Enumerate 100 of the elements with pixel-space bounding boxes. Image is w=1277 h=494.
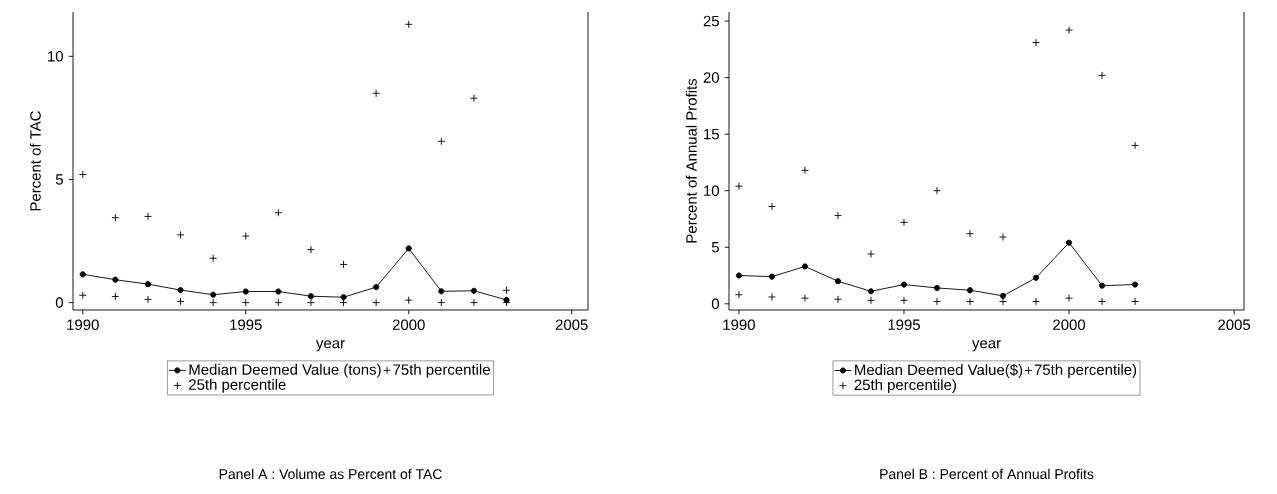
y-axis-title: Percent of Annual Profits: [685, 78, 697, 243]
point: [373, 284, 380, 291]
y-axis-title: Percent of TAC: [29, 111, 41, 211]
point: [1032, 274, 1040, 281]
point: [438, 288, 445, 295]
point: [404, 296, 413, 305]
point: [469, 94, 478, 103]
point: [933, 284, 941, 291]
legend-label: Median Deemed Value($): [855, 363, 1023, 378]
x-tick-label: 1990: [67, 319, 99, 331]
point: [405, 245, 412, 252]
point: [111, 213, 120, 222]
point: [144, 281, 152, 288]
point: [274, 298, 283, 307]
point: [469, 298, 478, 307]
point: [734, 182, 743, 191]
point: [933, 297, 941, 306]
point: [176, 230, 185, 239]
point: [372, 89, 381, 98]
point: [767, 202, 776, 211]
x-tick-label: 1995: [888, 319, 920, 331]
point: [307, 298, 315, 307]
point: [1032, 297, 1040, 306]
x-tick-label: 1995: [230, 319, 262, 331]
point: [1098, 297, 1107, 306]
y-tick-label: 5: [711, 242, 719, 253]
point: [275, 288, 282, 295]
text: Panel A : Volume as Percent of TAC: [219, 468, 442, 480]
x-tick-label: 2000: [1053, 319, 1086, 331]
point: [1131, 141, 1140, 150]
point: [177, 287, 184, 294]
point: [734, 290, 743, 299]
point: [241, 232, 250, 241]
point: [210, 291, 217, 298]
legend-label: 25th percentile): [854, 379, 956, 394]
point: [79, 271, 86, 278]
point: [834, 278, 841, 285]
legend-label: 75th percentile): [1034, 363, 1137, 378]
point: [735, 272, 742, 279]
point: [242, 288, 249, 295]
y-tick-label: 15: [704, 128, 719, 140]
y-tick-label: 20: [703, 72, 719, 83]
point: [800, 166, 809, 175]
point: [274, 208, 283, 217]
point: [999, 292, 1007, 299]
point: [1032, 38, 1040, 47]
x-tick-label: 1990: [723, 319, 755, 331]
point: [437, 137, 446, 146]
point: [800, 294, 809, 303]
point: [768, 273, 775, 280]
point: [1066, 239, 1073, 246]
point: [340, 294, 347, 301]
point: [1065, 294, 1073, 303]
x-tick-label: 2005: [1218, 319, 1251, 331]
legend-label: 75th percentile: [393, 363, 490, 378]
point: [372, 298, 381, 307]
point: [867, 288, 875, 295]
point: [900, 218, 908, 227]
point: [339, 260, 348, 269]
y-tick-label: 10: [704, 185, 719, 196]
point: [867, 296, 875, 305]
point: [112, 276, 119, 283]
point: [176, 297, 185, 306]
point: [502, 286, 511, 295]
point: [767, 293, 776, 301]
point: [470, 287, 477, 294]
point: [834, 295, 842, 304]
point: [1132, 281, 1139, 288]
point: [209, 298, 218, 307]
point: [241, 298, 250, 307]
point: [404, 20, 413, 29]
y-tick-label: 10: [48, 51, 63, 62]
x-axis-title: year: [972, 340, 1001, 352]
point: [867, 250, 875, 258]
point: [144, 212, 152, 221]
point: [78, 170, 87, 179]
text: Panel B : Percent of Annual Profits: [880, 468, 1094, 480]
point: [78, 291, 87, 300]
legend-label: 25th percentile: [189, 378, 286, 393]
point: [307, 293, 314, 300]
point: [307, 245, 315, 254]
y-tick-label: 5: [55, 174, 63, 185]
point: [111, 292, 120, 301]
point: [1099, 282, 1106, 289]
point: [437, 298, 446, 307]
point: [1065, 26, 1073, 35]
point: [900, 296, 908, 305]
point: [933, 186, 941, 195]
point: [999, 233, 1007, 241]
point: [1131, 297, 1140, 306]
point: [801, 263, 808, 270]
point: [966, 287, 974, 294]
x-axis-title: year: [316, 340, 345, 352]
point: [144, 295, 152, 304]
point: [209, 254, 218, 263]
legend-label: Median Deemed Value (tons): [189, 363, 381, 378]
point: [339, 298, 348, 307]
x-tick-label: 2005: [555, 319, 588, 331]
y-tick-label: 0: [55, 297, 63, 308]
x-tick-label: 2000: [392, 319, 425, 331]
